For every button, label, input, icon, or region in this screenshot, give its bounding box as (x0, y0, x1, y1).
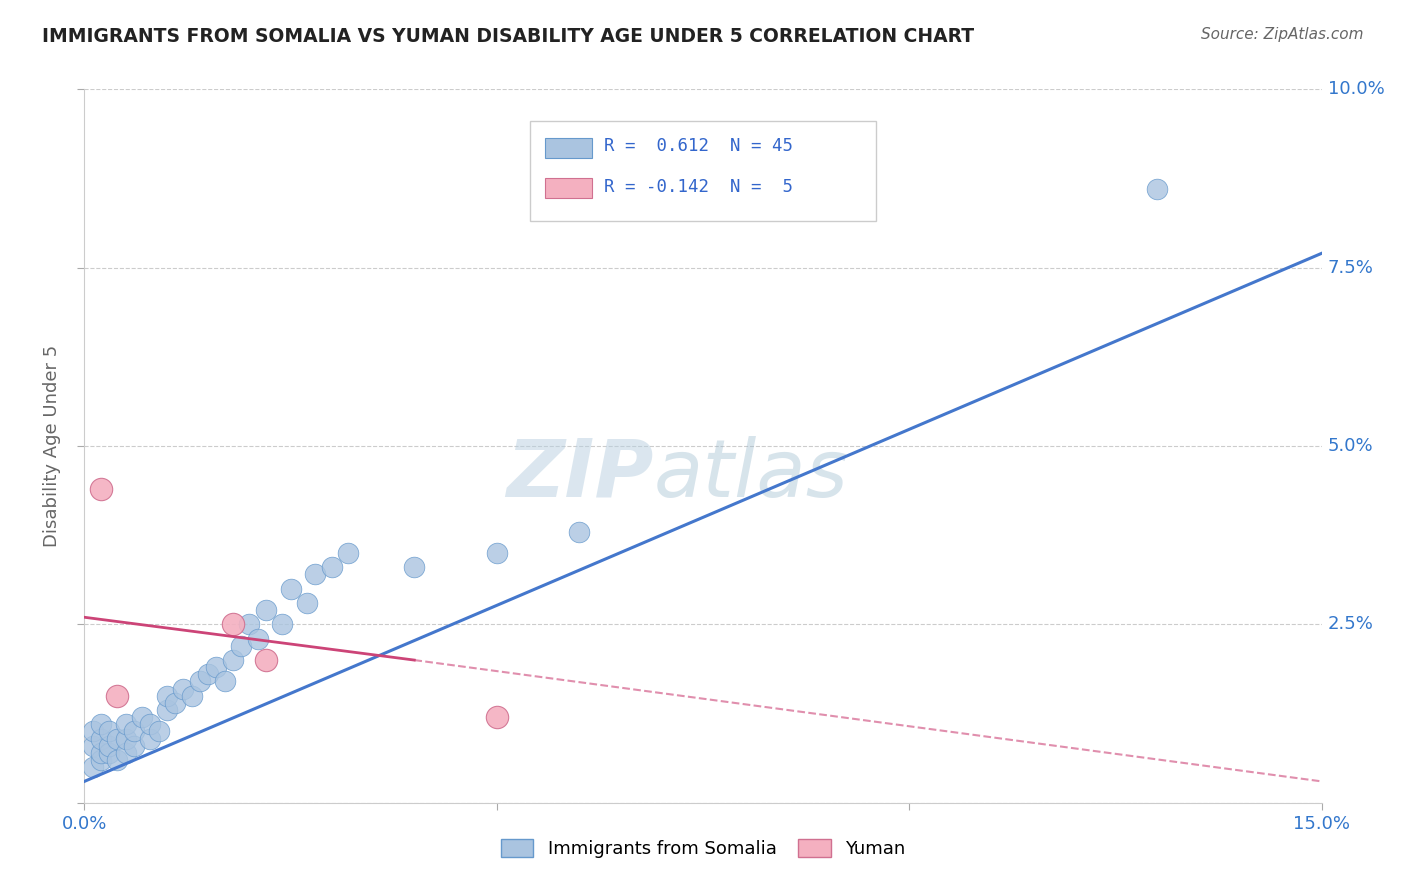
FancyBboxPatch shape (530, 121, 876, 221)
Text: R =  0.612  N = 45: R = 0.612 N = 45 (605, 137, 793, 155)
Point (485, 710, 508, 724)
Text: 10.0%: 10.0% (1327, 80, 1385, 98)
Point (105, 689, 128, 703)
Point (114, 746, 136, 760)
Point (98, 724, 121, 739)
Point (90, 717, 112, 731)
Point (254, 653, 277, 667)
Point (90, 482, 112, 496)
Point (148, 724, 170, 739)
Point (404, 560, 426, 574)
Point (295, 596, 318, 610)
Point (98, 739, 121, 753)
Point (180, 689, 202, 703)
FancyBboxPatch shape (544, 138, 592, 159)
Point (98, 746, 121, 760)
Y-axis label: Disability Age Under 5: Disability Age Under 5 (44, 345, 62, 547)
Point (321, 560, 343, 574)
Point (114, 731, 136, 746)
Point (304, 567, 326, 582)
Point (1146, 182, 1168, 196)
Point (238, 617, 260, 632)
Text: 2.5%: 2.5% (1327, 615, 1374, 633)
Point (165, 696, 187, 710)
Point (105, 753, 128, 767)
Point (90, 753, 112, 767)
Point (222, 653, 245, 667)
Point (485, 546, 508, 560)
Point (246, 632, 269, 646)
Point (197, 667, 219, 681)
Text: R = -0.142  N =  5: R = -0.142 N = 5 (605, 178, 793, 196)
Point (90, 731, 112, 746)
Point (568, 524, 591, 539)
Text: Source: ZipAtlas.com: Source: ZipAtlas.com (1201, 27, 1364, 42)
Point (105, 731, 128, 746)
Point (139, 731, 162, 746)
Point (172, 681, 194, 696)
Point (337, 546, 360, 560)
Legend: Immigrants from Somalia, Yuman: Immigrants from Somalia, Yuman (494, 831, 912, 865)
Point (90, 746, 112, 760)
Text: atlas: atlas (654, 435, 848, 514)
Point (131, 710, 153, 724)
Point (205, 660, 228, 674)
Point (254, 603, 277, 617)
Text: IMMIGRANTS FROM SOMALIA VS YUMAN DISABILITY AGE UNDER 5 CORRELATION CHART: IMMIGRANTS FROM SOMALIA VS YUMAN DISABIL… (42, 27, 974, 45)
Text: ZIP: ZIP (506, 435, 654, 514)
Point (122, 739, 145, 753)
Point (156, 703, 179, 717)
Point (82, 739, 104, 753)
Text: 7.5%: 7.5% (1327, 259, 1374, 277)
Point (271, 617, 294, 632)
Point (188, 674, 211, 689)
Point (156, 689, 179, 703)
Point (222, 617, 245, 632)
Point (82, 724, 104, 739)
Point (114, 717, 136, 731)
Point (229, 639, 252, 653)
Point (280, 582, 302, 596)
Point (214, 674, 236, 689)
Point (139, 717, 162, 731)
Text: 5.0%: 5.0% (1327, 437, 1374, 455)
FancyBboxPatch shape (544, 178, 592, 198)
Point (82, 760, 104, 774)
Point (122, 724, 145, 739)
